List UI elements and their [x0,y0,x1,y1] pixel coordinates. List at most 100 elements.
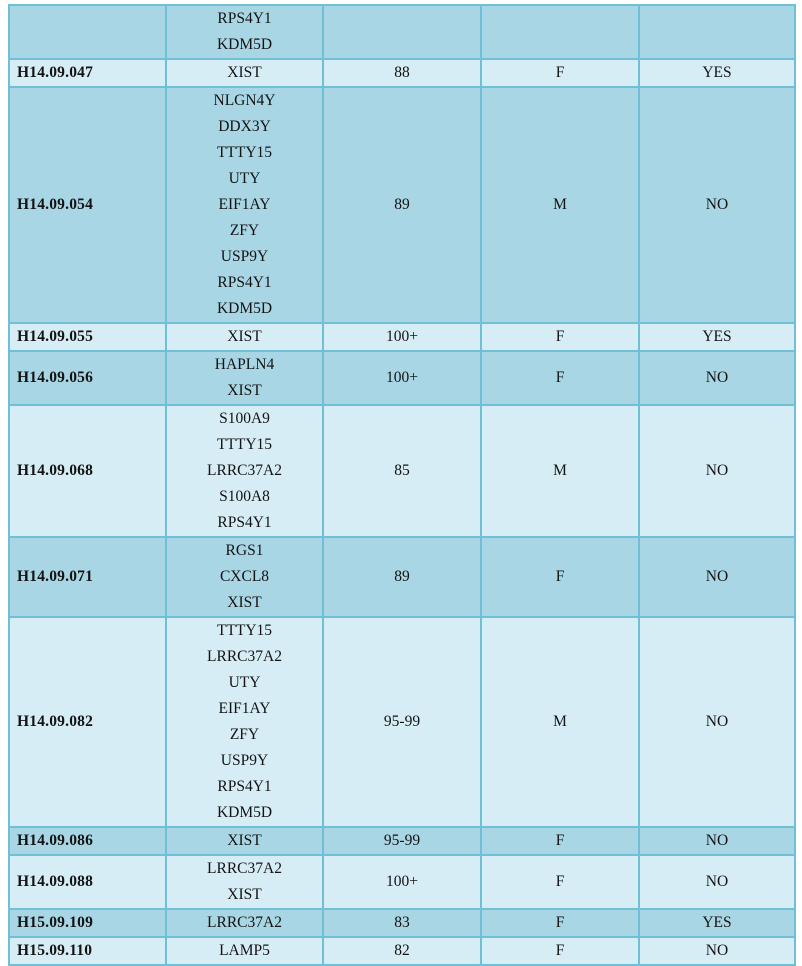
gene-expression-table: RPS4Y1 KDM5D H14.09.047 XIST 88 F YES H14.09.05… [8,4,796,966]
gene-name: LRRC37A2 [207,860,282,877]
sex-cell: M [480,616,640,828]
status-cell: NO [638,86,796,324]
table-row: RPS4Y1 KDM5D [8,4,796,60]
sex-cell: F [480,826,640,856]
specimen-id-cell: H14.09.088 [8,854,167,910]
sex-cell: M [480,86,640,324]
value-cell [322,4,482,60]
gene-name: LRRC37A2 [207,914,282,931]
gene-name: RPS4Y1 [217,514,272,531]
genes-cell: TTTY15 LRRC37A2 UTY EIF1AY ZFY USP9Y RPS4Y1 KDM… [165,616,324,828]
value-cell: 82 [322,936,482,966]
value-cell: 85 [322,404,482,538]
sex-cell: F [480,536,640,618]
gene-name: USP9Y [220,248,269,265]
status-cell: NO [638,936,796,966]
value-cell: 95-99 [322,616,482,828]
gene-name: LRRC37A2 [207,648,282,665]
value-cell: 100+ [322,322,482,352]
genes-cell: LRRC37A2 XIST [165,854,324,910]
status-cell: NO [638,854,796,910]
table-row: H14.09.071 RGS1 CXCL8 XIST 89 F NO [8,536,796,618]
sex-cell: F [480,322,640,352]
gene-name: EIF1AY [218,700,271,717]
sex-cell: M [480,404,640,538]
gene-name: KDM5D [216,300,273,317]
gene-name: S100A8 [219,488,270,505]
gene-name: TTTY15 [216,622,273,639]
sex-cell [480,4,640,60]
specimen-id-cell [8,4,167,60]
specimen-id-cell: H14.09.068 [8,404,167,538]
gene-name: TTTY15 [216,144,273,161]
status-cell: NO [638,616,796,828]
specimen-id-cell: H15.09.109 [8,908,167,938]
genes-cell: XIST [165,826,324,856]
gene-name: EIF1AY [218,196,271,213]
gene-name: S100A9 [219,410,270,427]
table-row: H14.09.054 NLGN4Y DDX3Y TTTY15 UTY EIF1AY ZFY U… [8,86,796,324]
gene-name: USP9Y [220,752,269,769]
gene-name: XIST [227,382,262,399]
specimen-id-cell: H14.09.056 [8,350,167,406]
value-cell: 89 [322,86,482,324]
gene-name: HAPLN4 [214,356,275,373]
value-cell: 100+ [322,350,482,406]
specimen-id-cell: H15.09.110 [8,936,167,966]
table-row: H14.09.088 LRRC37A2 XIST 100+ F NO [8,854,796,910]
sex-cell: F [480,908,640,938]
gene-name: XIST [227,328,262,345]
table-row: H15.09.109 LRRC37A2 83 F YES [8,908,796,938]
gene-name: UTY [228,674,261,691]
table-row: H15.09.110 LAMP5 82 F NO [8,936,796,966]
gene-name: KDM5D [216,804,273,821]
genes-cell: RGS1 CXCL8 XIST [165,536,324,618]
gene-name: RGS1 [225,542,264,559]
status-cell: YES [638,58,796,88]
status-cell: YES [638,322,796,352]
table-row: H14.09.082 TTTY15 LRRC37A2 UTY EIF1AY ZFY USP9… [8,616,796,828]
gene-name: UTY [228,170,261,187]
gene-name: XIST [227,886,262,903]
gene-name: CXCL8 [219,568,270,585]
status-cell: NO [638,350,796,406]
value-cell: 89 [322,536,482,618]
gene-name: TTTY15 [216,436,273,453]
status-cell: NO [638,536,796,618]
sex-cell: F [480,936,640,966]
sex-cell: F [480,58,640,88]
status-cell: NO [638,404,796,538]
gene-name: LAMP5 [219,942,270,959]
status-cell [638,4,796,60]
specimen-id-cell: H14.09.054 [8,86,167,324]
gene-name: XIST [227,64,262,81]
value-cell: 83 [322,908,482,938]
genes-cell: NLGN4Y DDX3Y TTTY15 UTY EIF1AY ZFY USP9Y RPS4Y1… [165,86,324,324]
genes-cell: HAPLN4 XIST [165,350,324,406]
specimen-id-cell: H14.09.082 [8,616,167,828]
value-cell: 95-99 [322,826,482,856]
gene-name: XIST [227,594,262,611]
table-row: H14.09.055 XIST 100+ F YES [8,322,796,352]
gene-name: DDX3Y [218,118,271,135]
gene-name: KDM5D [216,36,273,53]
genes-cell: S100A9 TTTY15 LRRC37A2 S100A8 RPS4Y1 [165,404,324,538]
specimen-id-cell: H14.09.047 [8,58,167,88]
gene-name: NLGN4Y [213,92,276,109]
gene-name: RPS4Y1 [217,778,272,795]
genes-cell: LAMP5 [165,936,324,966]
gene-name: XIST [227,832,262,849]
value-cell: 88 [322,58,482,88]
genes-cell: XIST [165,322,324,352]
sex-cell: F [480,854,640,910]
table-row: H14.09.056 HAPLN4 XIST 100+ F NO [8,350,796,406]
table-row: H14.09.086 XIST 95-99 F NO [8,826,796,856]
table-row: H14.09.068 S100A9 TTTY15 LRRC37A2 S100A8 RPS4… [8,404,796,538]
gene-name: RPS4Y1 [217,274,272,291]
status-cell: YES [638,908,796,938]
genes-cell: RPS4Y1 KDM5D [165,4,324,60]
table-body: RPS4Y1 KDM5D H14.09.047 XIST 88 F YES H14.09.05… [8,4,796,966]
gene-name: RPS4Y1 [217,10,272,27]
table-row: H14.09.047 XIST 88 F YES [8,58,796,88]
